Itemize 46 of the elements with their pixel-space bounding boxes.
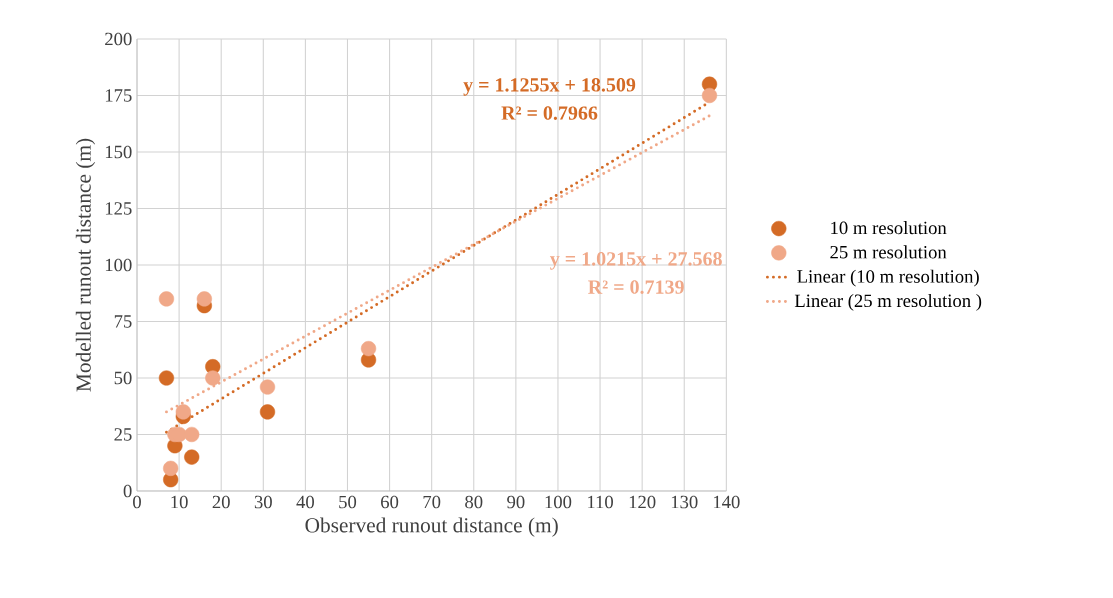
x-tick-label: 130: [671, 495, 698, 509]
x-tick-label: 60: [381, 495, 399, 509]
y-tick-label: 0: [123, 484, 132, 498]
y-tick-label: 100: [105, 258, 132, 272]
y-tick-label: 150: [105, 145, 132, 159]
y-axis-title: Modelled runout distance (m): [75, 138, 96, 392]
point: [360, 341, 377, 357]
point: [259, 404, 276, 420]
y-tick-label: 50: [114, 371, 132, 385]
legend-label: Linear (10 m resolution): [797, 269, 979, 287]
y-tick-label: 75: [114, 315, 132, 328]
point: [701, 87, 718, 104]
point: [184, 449, 200, 465]
x-tick-label: 40: [296, 495, 314, 509]
point: [175, 404, 191, 420]
x-tick-label: 10: [171, 495, 188, 509]
annotation: R² = 0.7966: [501, 106, 598, 120]
annotation: y = 1.1255x + 18.509: [463, 78, 636, 96]
x-tick-label: 0: [133, 495, 141, 509]
x-tick-label: 110: [588, 495, 613, 509]
x-tick-label: 100: [545, 495, 572, 509]
y-tick-label: 25: [114, 428, 132, 441]
point: [158, 291, 175, 307]
y-tick-label: 125: [105, 202, 132, 215]
y-tick-label: 175: [105, 89, 132, 102]
point: [163, 460, 179, 476]
y-tick-label: 200: [105, 32, 132, 46]
point: [158, 370, 175, 386]
x-tick-label: 120: [629, 495, 656, 509]
x-tick-label: 70: [423, 495, 441, 509]
point: [184, 426, 200, 443]
point: [205, 370, 221, 386]
annotation: R² = 0.7139: [588, 280, 684, 294]
x-tick-label: 30: [254, 495, 272, 509]
x-tick-label: 90: [507, 495, 525, 509]
annotation: y = 1.0215x + 27.568: [549, 252, 722, 270]
x-tick-label: 80: [465, 495, 483, 509]
x-tick-label: 50: [339, 495, 357, 509]
legend-label: Linear (25 m resolution ): [794, 293, 982, 311]
text: 10 m resolution: [831, 221, 947, 235]
point: [196, 291, 212, 307]
legend-label: 25 m resolution: [830, 245, 947, 259]
x-tick-label: 20: [212, 495, 230, 509]
point: [259, 379, 276, 395]
x-tick-label: 140: [713, 495, 740, 509]
x-axis-title: Observed runout distance (m): [305, 517, 558, 537]
